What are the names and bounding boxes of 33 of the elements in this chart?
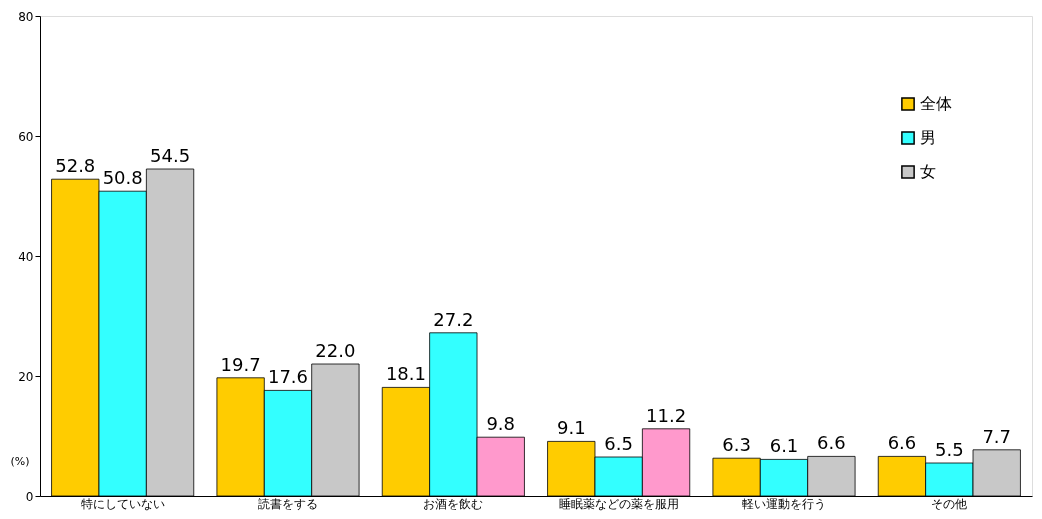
data-label: 17.6 <box>267 366 309 388</box>
data-label: 6.5 <box>604 433 633 454</box>
y-tick-label: 80 <box>18 9 34 24</box>
y-tick-label: 20 <box>18 369 34 384</box>
x-tick-label: お酒を飲む <box>423 496 484 511</box>
y-tick-label: 60 <box>18 129 34 144</box>
data-label: 9.8 <box>486 413 516 435</box>
data-label: 22.0 <box>315 340 356 361</box>
legend-label: 全体 <box>920 94 952 113</box>
data-label: 50.8 <box>102 167 143 189</box>
y-tick-label: 40 <box>18 249 34 264</box>
data-label: 54.5 <box>150 145 191 166</box>
x-tick-label: 読書をする <box>258 496 318 511</box>
x-tick-label: 軽い運動を行う <box>742 496 826 511</box>
data-label: 7.7 <box>982 425 1012 447</box>
y-axis-title: (%) <box>10 454 30 468</box>
data-label: 9.1 <box>556 417 586 439</box>
data-label: 19.7 <box>220 353 261 375</box>
data-label: 6.3 <box>722 434 751 456</box>
data-label: 11.2 <box>646 404 687 426</box>
data-label: 18.1 <box>385 363 426 385</box>
legend-label: 男 <box>920 128 936 147</box>
data-label: 6.1 <box>769 435 799 457</box>
data-label: 5.5 <box>935 439 964 460</box>
x-tick-label: その他 <box>931 496 968 511</box>
data-label: 6.6 <box>887 432 917 454</box>
y-tick-label: 0 <box>25 489 34 504</box>
x-tick-label: 特にしていない <box>80 496 165 511</box>
legend-label: 女 <box>920 162 936 181</box>
x-tick-label: 睡眠薬などの薬を服用 <box>558 496 679 511</box>
data-label: 6.6 <box>817 432 846 454</box>
data-label: 52.8 <box>55 155 96 177</box>
data-label: 27.2 <box>433 308 474 330</box>
